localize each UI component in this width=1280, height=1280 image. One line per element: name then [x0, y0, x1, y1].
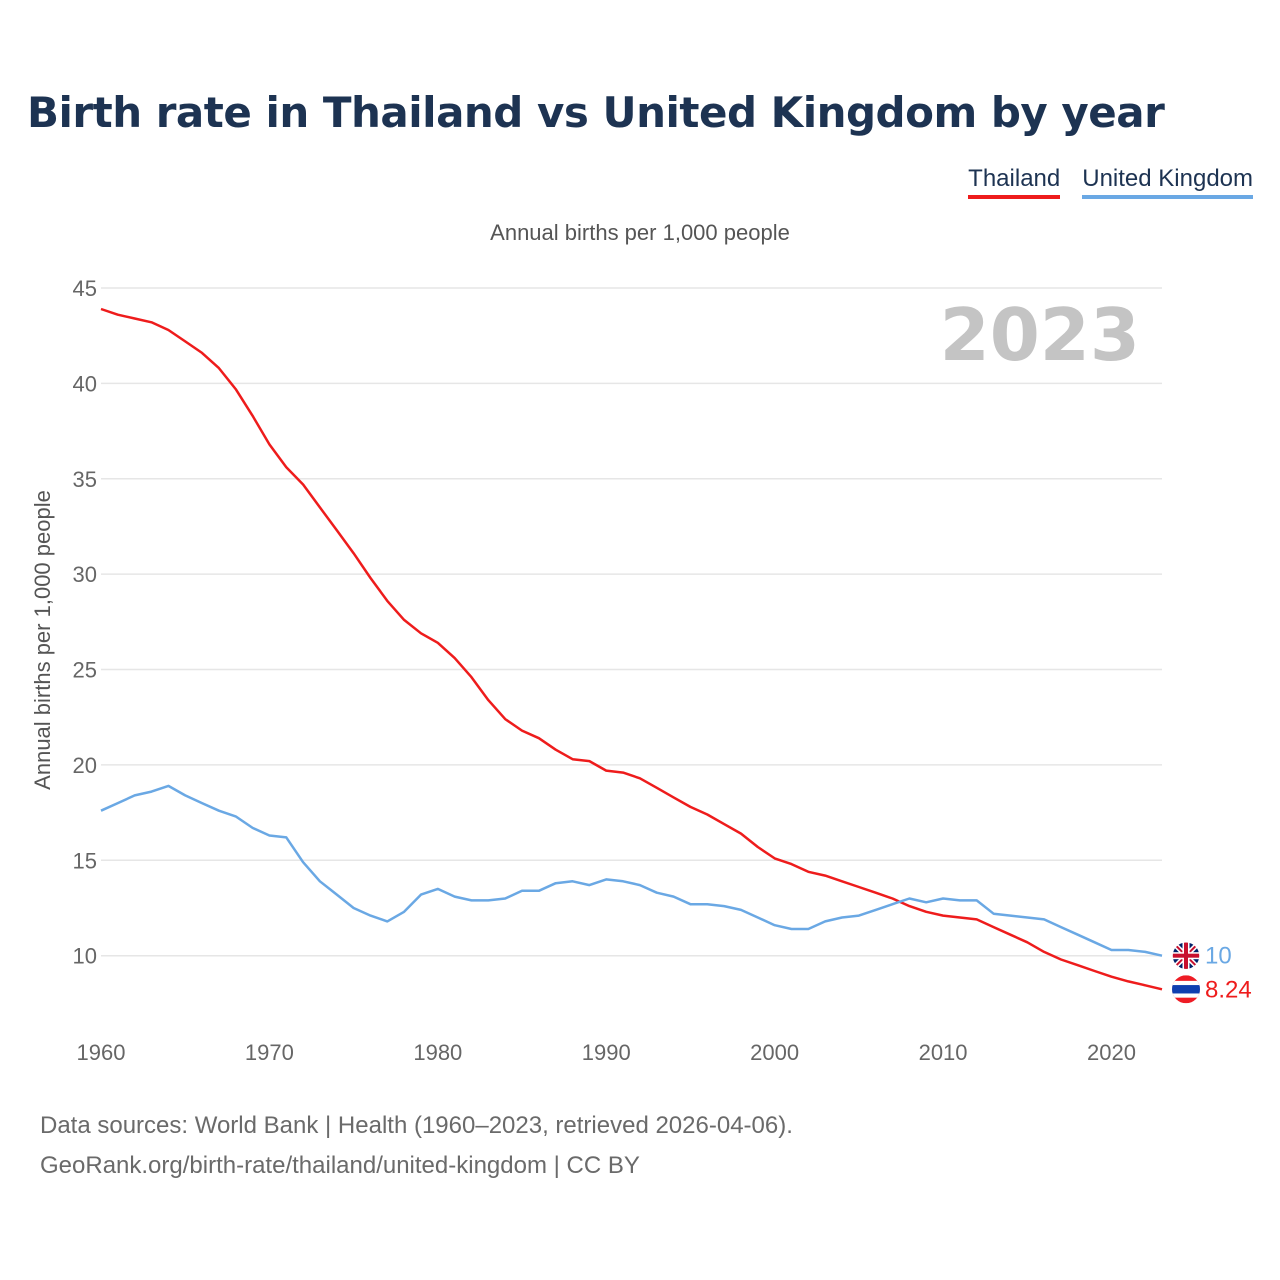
thailand-flag-bands — [1172, 975, 1200, 1004]
y-tick-label-45: 45 — [73, 276, 97, 301]
x-tick-label-1960: 1960 — [77, 1040, 126, 1065]
year-watermark: 2023 — [940, 293, 1140, 377]
series-line-thailand[interactable] — [100, 307, 1163, 991]
end-label-thailand: 8.24 — [1205, 976, 1252, 1003]
source-line-2: GeoRank.org/birth-rate/thailand/united-k… — [40, 1152, 640, 1179]
series-line-united-kingdom[interactable] — [100, 784, 1163, 957]
legend: Thailand United Kingdom — [968, 165, 1253, 199]
source-notes: Data sources: World Bank | Health (1960–… — [40, 1106, 793, 1186]
source-line-1: Data sources: World Bank | Health (1960–… — [40, 1112, 793, 1139]
y-axis-title: Annual births per 1,000 people — [30, 490, 55, 790]
chart-subtitle: Annual births per 1,000 people — [490, 220, 790, 245]
x-tick-label-2000: 2000 — [750, 1040, 799, 1065]
y-tick-label-30: 30 — [73, 562, 97, 587]
x-tick-label-2020: 2020 — [1087, 1040, 1136, 1065]
y-tick-label-35: 35 — [73, 467, 97, 492]
y-tick-label-10: 10 — [73, 944, 97, 969]
y-tick-label-25: 25 — [73, 658, 97, 683]
legend-item-thailand[interactable]: Thailand — [968, 165, 1061, 199]
end-label-united-kingdom: 10 — [1205, 943, 1232, 970]
y-tick-label-20: 20 — [73, 753, 97, 778]
y-tick-label-15: 15 — [73, 848, 97, 873]
uk-flag-icon — [1171, 940, 1201, 971]
x-tick-label-2010: 2010 — [919, 1040, 968, 1065]
thailand-flag-blue — [1172, 985, 1200, 994]
uk-flag-cross-red-v — [1184, 941, 1188, 970]
x-tick-label-1970: 1970 — [245, 1040, 294, 1065]
uk-flag-rim — [1171, 940, 1201, 971]
thailand-flag-icon — [1172, 975, 1200, 1004]
chart-title: Birth rate in Thailand vs United Kingdom… — [27, 88, 1165, 137]
y-tick-label-40: 40 — [73, 371, 97, 396]
x-tick-label-1980: 1980 — [413, 1040, 462, 1065]
legend-item-united-kingdom[interactable]: United Kingdom — [1082, 165, 1253, 199]
x-tick-label-1990: 1990 — [582, 1040, 631, 1065]
